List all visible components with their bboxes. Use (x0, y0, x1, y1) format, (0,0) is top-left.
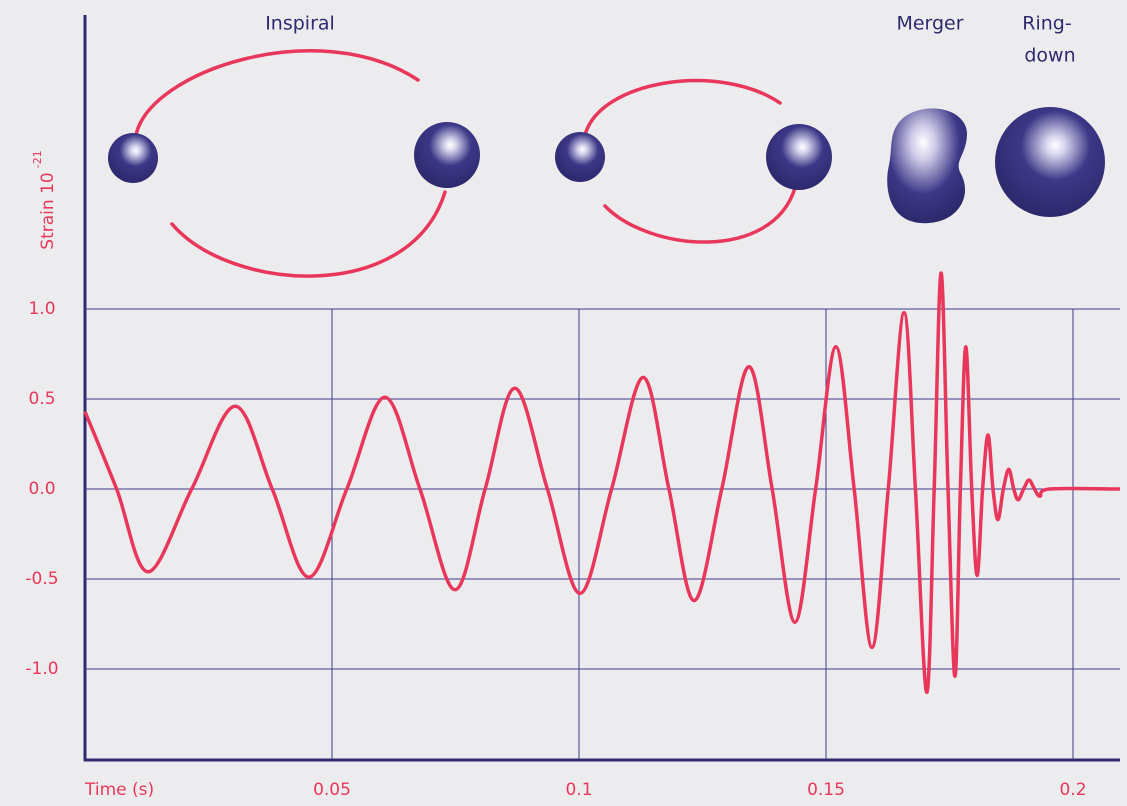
strain-line (85, 273, 1120, 692)
y-tick-label: 1.0 (28, 299, 55, 319)
y-tick-label: -0.5 (25, 569, 58, 589)
orbit (172, 192, 445, 276)
x-tick-label: 0.1 (565, 780, 592, 800)
y-axis-label-text: Strain 10 (38, 172, 58, 249)
y-axis-label: Strain 10 -21 (31, 150, 58, 249)
black-hole (108, 133, 158, 183)
y-tick-label: 0.0 (28, 479, 55, 499)
y-tick-label: 0.5 (28, 389, 55, 409)
orbit (136, 51, 418, 135)
annotation: Inspiral (265, 13, 335, 35)
merger-blob (887, 108, 967, 223)
illustration (108, 51, 1105, 276)
annotation: down (1024, 45, 1075, 67)
ringdown-hole (995, 107, 1105, 217)
y-axis-label-exponent: -21 (31, 150, 44, 168)
orbit (585, 81, 780, 135)
annotation: Ring- (1022, 13, 1071, 35)
black-hole (766, 124, 832, 190)
chart: Inspiral Merger Ring- down Time (s) Stra… (0, 0, 1127, 806)
black-hole (414, 122, 480, 188)
orbit (605, 188, 795, 242)
x-tick-label: 0.2 (1059, 780, 1086, 800)
x-tick-label: 0.05 (313, 780, 351, 800)
annotation: Merger (896, 13, 963, 35)
y-tick-label: -1.0 (25, 659, 58, 679)
black-hole (555, 132, 605, 182)
x-tick-label: 0.15 (807, 780, 845, 800)
x-axis-label: Time (s) (84, 780, 154, 800)
